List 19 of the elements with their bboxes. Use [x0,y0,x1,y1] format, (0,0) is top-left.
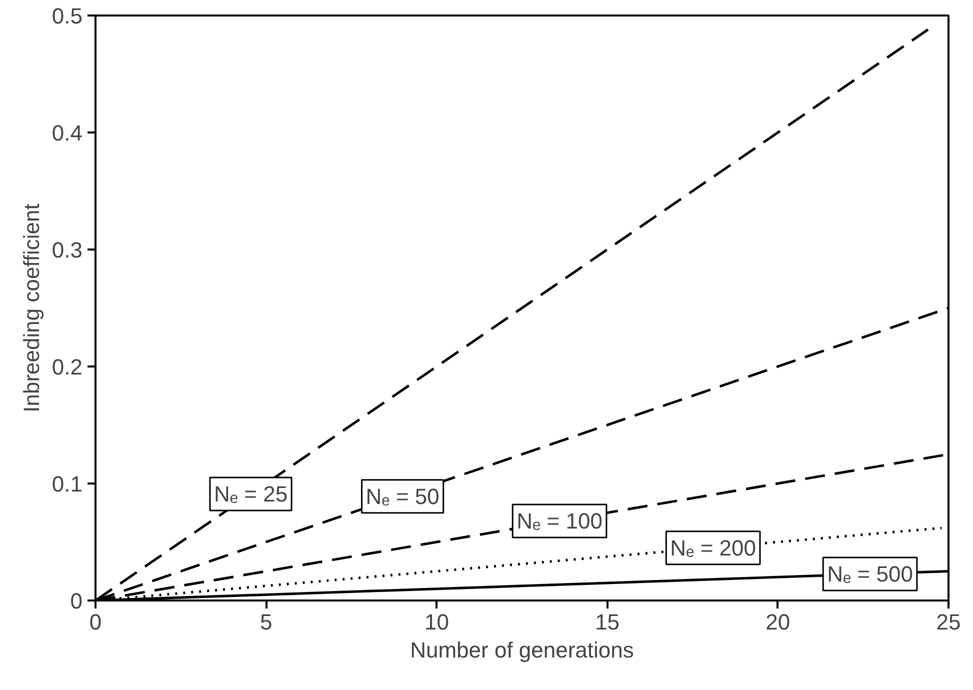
annotation: Nₑ = 200 [670,535,756,560]
x-tick-label: 15 [595,610,620,634]
x-tick-label: 10 [424,610,449,634]
y-tick-label: 0.5 [52,4,83,28]
y-tick-label: 0.3 [52,238,83,262]
x-tick-label: 20 [766,610,790,634]
y-tick-label: 0.4 [52,120,83,146]
x-axis-title: Number of generations [410,638,634,662]
y-axis-title: Inbreeding coefficient [18,204,44,412]
y-tick-label: 0 [70,588,83,614]
annotation: Nₑ = 100 [516,508,602,534]
y-tick-label: 0.1 [52,472,83,496]
annotation: Nₑ = 500 [827,561,913,586]
annotation: Nₑ = 25 [214,482,288,507]
x-tick-label: 0 [89,610,102,634]
x-tick-label: 25 [936,610,961,634]
y-tick-label: 0.2 [52,354,83,380]
annotation: Nₑ = 50 [366,484,440,509]
x-tick-label: 5 [260,610,272,634]
